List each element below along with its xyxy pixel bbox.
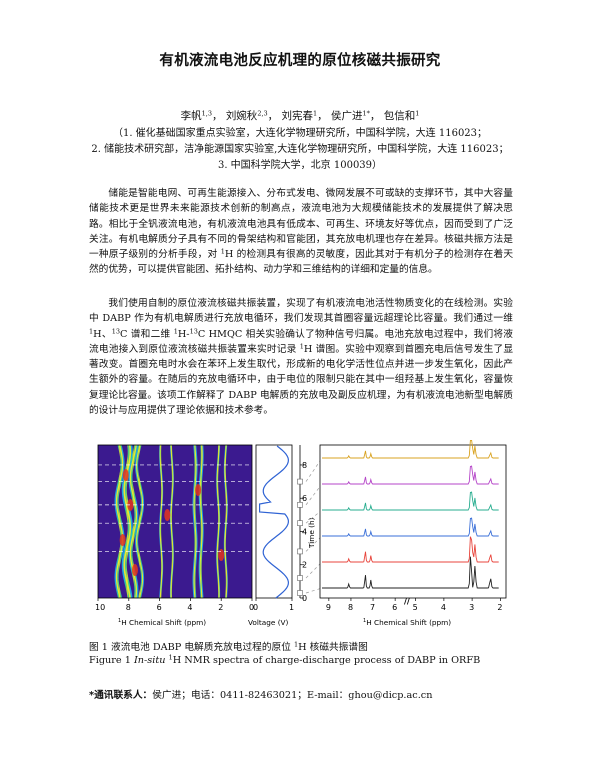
abstract-paragraph-2: 我们使用自制的原位液流核磁共振装置，实现了有机液流电池活性物质变化的在线检测。实… <box>89 298 514 417</box>
heatmap-hotspot <box>131 564 138 576</box>
time-marker <box>297 478 303 485</box>
time-marker <box>297 502 303 508</box>
heatmap-band-core <box>136 444 144 599</box>
connector-line <box>305 457 323 482</box>
spectra-tick-label: 4 <box>441 603 446 612</box>
author-affiliation-mark: 1 <box>313 109 318 118</box>
time-tick-label: 6 <box>302 494 307 503</box>
nmr-trace <box>322 465 499 485</box>
heatmap-tick-label: 2 <box>218 603 223 612</box>
author-name: 刘宪春 <box>281 110 314 122</box>
connector-line <box>305 587 323 594</box>
spectra-tick-label: 3 <box>469 603 474 612</box>
spectra-tick-label: 6 <box>392 603 397 612</box>
heatmap-panel: 10 8 6 4 2 0 1H Chemical Shift (ppm) <box>95 444 254 627</box>
heatmap-hotspot <box>164 509 171 521</box>
affiliation-line: （1. 催化基础国家重点实验室，大连化学物理研究所，中国科学院，大连 11602… <box>112 128 488 139</box>
abstract-paragraph-1: 储能是智能电网、可再生能源接入、分布式发电、微网发展不可或缺的支撑环节，其中大容… <box>89 188 514 276</box>
paper-title: 有机液流电池反应机理的原位核磁共振研究 <box>159 53 441 69</box>
spectra-x-axis-label: 1H Chemical Shift (ppm) <box>363 618 451 627</box>
nmr-trace <box>322 556 499 589</box>
heatmap-band-core <box>193 444 197 599</box>
spectra-tick-label: 9 <box>326 603 331 612</box>
stacked-spectra-panel: 9 8 7 6 5 4 3 2 // 1H Chemical Shift (ppm) <box>319 440 507 627</box>
nmr-trace <box>322 440 499 459</box>
time-marker <box>297 590 303 596</box>
spectra-tick-label: 5 <box>413 603 418 612</box>
heatmap-band-core <box>115 444 124 599</box>
connector-lines <box>305 457 323 594</box>
time-tick-label: 4 <box>302 527 307 536</box>
time-tick-label: 2 <box>302 561 307 570</box>
heatmap-hotspot <box>122 469 129 481</box>
heatmap-tick-label: 6 <box>157 603 162 612</box>
time-axis-label: Time (h) <box>307 517 316 549</box>
heatmap-hotspot <box>127 499 134 511</box>
figure-caption-english: Figure 1 In-situ 1H NMR spectra of charg… <box>89 653 481 666</box>
connector-line <box>305 535 323 552</box>
time-tick-label: 8 <box>302 461 307 470</box>
voltage-tick-label: 1 <box>289 603 294 612</box>
spectra-tick-label: 8 <box>348 603 353 612</box>
author-name: 刘婉秋 <box>225 110 258 122</box>
heatmap-band-core <box>224 444 228 599</box>
time-marker <box>297 520 303 526</box>
nmr-trace <box>322 536 499 563</box>
voltage-tick-label: 0 <box>253 603 258 612</box>
heatmap-tick-label: 0 <box>249 603 254 612</box>
heatmap-hotspot <box>119 534 126 546</box>
time-marker <box>297 575 303 581</box>
affiliation-line: 2. 储能技术研究部，洁净能源国家实验室,大连化学物理研究所，中国科学院，大连 … <box>91 144 509 155</box>
author-affiliation-mark: 1 <box>415 109 420 118</box>
axis-break-mark: // <box>404 597 410 606</box>
heatmap-band-core <box>216 444 220 599</box>
heatmap-hotspot <box>218 549 225 561</box>
heatmap-tick-label: 10 <box>95 603 105 612</box>
heatmap-hotspot <box>195 484 202 496</box>
voltage-panel: 0 1 Voltage (V) <box>248 444 294 627</box>
time-marker <box>297 548 303 555</box>
spectra-tick-label: 2 <box>497 603 502 612</box>
heatmap-band-core <box>170 444 174 599</box>
heatmap-band-core <box>199 444 203 599</box>
spectra-tick-label: 7 <box>370 603 375 612</box>
author-list: 李帆1,3， 刘婉秋2,3， 刘宪春1， 侯广进1*， 包信和1 <box>180 109 420 122</box>
heatmap-tick-label: 4 <box>187 603 192 612</box>
voltage-curve <box>259 445 290 599</box>
author-name: 侯广进 <box>330 110 363 122</box>
heatmap-band-core <box>159 444 163 599</box>
nmr-trace <box>322 491 499 511</box>
corresponding-author: *通讯联系人：侯广进；电话：0411-82463021；E-mail：ghou@… <box>89 690 433 701</box>
nmr-trace <box>322 517 499 537</box>
heatmap-x-axis-label: 1H Chemical Shift (ppm) <box>118 618 206 627</box>
heatmap-tick-label: 8 <box>126 603 131 612</box>
voltage-axis-label: Voltage (V) <box>248 618 289 627</box>
author-affiliation-mark: 1,3 <box>201 109 212 118</box>
author-name: 李帆 <box>180 110 202 122</box>
connector-line <box>305 483 323 506</box>
figure-caption-chinese: 图 1 液流电池 DABP 电解质充放电过程的原位 1H 核磁共振谱图 <box>89 640 368 653</box>
author-affiliation-mark: 1* <box>362 109 370 118</box>
author-affiliation-mark: 2,3 <box>257 109 268 118</box>
affiliation-line: 3. 中国科学院大学，北京 100039） <box>217 160 383 171</box>
time-tick-label: 0 <box>302 594 307 603</box>
author-name: 包信和 <box>383 110 416 122</box>
connector-line <box>305 561 323 579</box>
time-axis-panel: 0 2 4 6 8 Time (h) <box>297 445 316 603</box>
